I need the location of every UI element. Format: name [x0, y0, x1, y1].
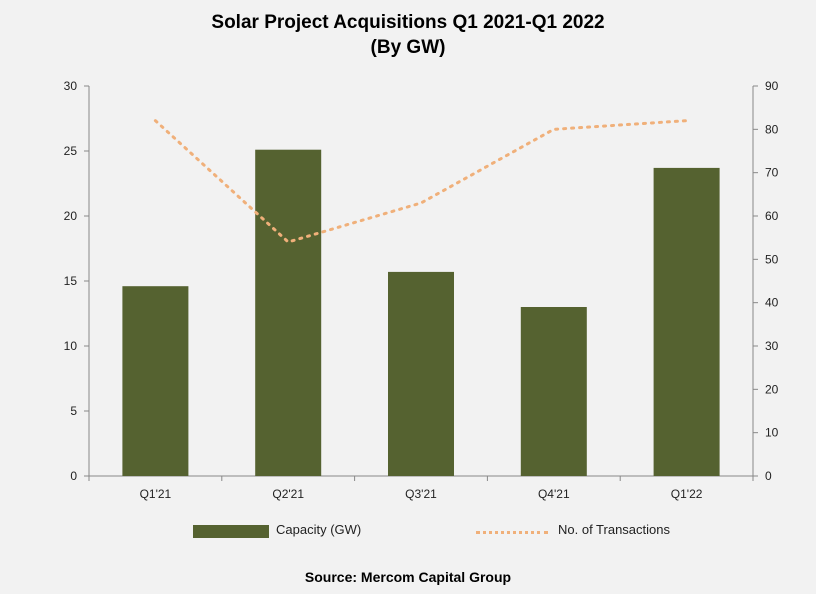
right-tick-label: 70 — [765, 166, 779, 180]
legend-line-swatch — [476, 531, 548, 534]
left-tick-label: 20 — [64, 209, 78, 223]
title-line: Solar Project Acquisitions Q1 2021-Q1 20… — [211, 12, 605, 33]
left-tick-label: 30 — [64, 79, 78, 93]
right-tick-label: 80 — [765, 122, 779, 136]
transactions-line — [153, 119, 689, 244]
right-tick-label: 60 — [765, 209, 779, 223]
right-tick-label: 40 — [765, 296, 779, 310]
bar-Q3'21 — [388, 271, 454, 476]
bar-Q1'21 — [122, 286, 189, 476]
right-tick-label: 0 — [765, 469, 772, 483]
right-tick-label: 50 — [765, 252, 779, 266]
legend-bar-label: Capacity (GW) — [276, 522, 362, 537]
legend-line-label: No. of Transactions — [558, 522, 670, 537]
bar-Q2'21 — [255, 149, 322, 476]
bar-Q4'21 — [520, 307, 587, 476]
x-tick-label: Q4'21 — [538, 487, 570, 501]
x-tick-label: Q2'21 — [272, 487, 304, 501]
legend-bar-swatch — [193, 525, 269, 538]
left-tick-label: 25 — [64, 144, 78, 158]
left-tick-label: 15 — [64, 274, 78, 288]
x-tick-label: Q1'21 — [140, 487, 172, 501]
source-note: Source: Mercom Capital Group — [304, 569, 512, 585]
right-tick-label: 30 — [765, 339, 779, 353]
chart-title: Solar Project Acquisitions Q1 2021-Q1 20… — [0, 10, 816, 60]
x-tick-label: Q1'22 — [671, 487, 703, 501]
bar-Q1'22 — [653, 167, 720, 476]
x-tick-label: Q3'21 — [405, 487, 437, 501]
left-tick-label: 0 — [70, 469, 77, 483]
right-tick-label: 10 — [765, 426, 779, 440]
left-tick-label: 10 — [64, 339, 78, 353]
right-tick-label: 20 — [765, 382, 779, 396]
left-tick-label: 5 — [70, 404, 77, 418]
subtitle-line: (By GW) — [370, 37, 446, 58]
right-tick-label: 90 — [765, 79, 779, 93]
